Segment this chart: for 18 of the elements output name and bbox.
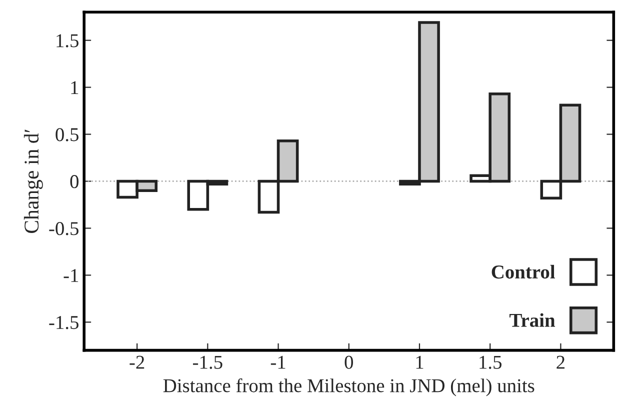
y-tick-label: 1.5 [56,34,78,48]
x-tick-label: 2 [556,356,564,369]
y-tick-label: -1.5 [49,316,78,330]
y-tick-label: -1 [64,269,78,282]
y-tick-label: 0.5 [56,128,78,142]
y-tick-label: -0.5 [49,222,78,236]
legend-label: Control [492,264,555,279]
x-tick-label: -1.5 [193,356,222,369]
y-axis-title: Change in d′ [24,130,43,233]
legend-label: Train [510,313,556,327]
x-tick-label: -1 [270,356,286,369]
y-tick-label: 1 [71,81,78,94]
x-tick-label: 1.5 [480,356,502,369]
y-tick-label: 0 [70,175,79,188]
x-axis-title: Distance from the Milestone in JND (mel) units [163,378,534,396]
x-tick-label: 0 [344,356,353,369]
x-tick-label: 1 [416,356,424,369]
x-tick-label: -2 [130,356,144,369]
